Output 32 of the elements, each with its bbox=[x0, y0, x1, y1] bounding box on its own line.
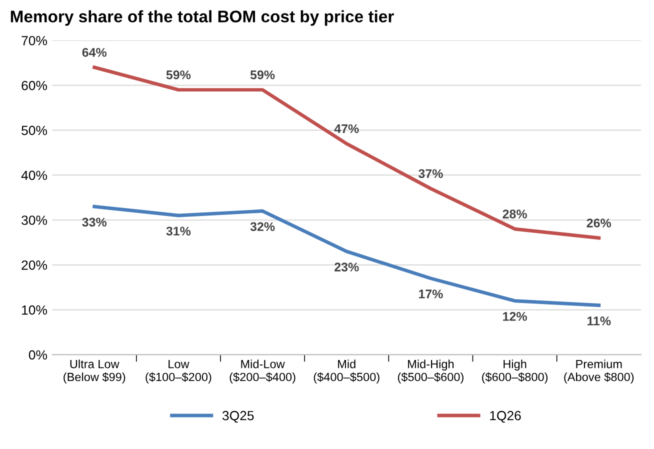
x-tick-label: Mid-High ($500–$600) bbox=[398, 360, 464, 384]
legend-label: 1Q26 bbox=[490, 410, 521, 423]
y-tick-label: 40% bbox=[21, 170, 47, 180]
data-label: 28% bbox=[502, 210, 527, 218]
x-tick-label: Mid ($400–$500) bbox=[314, 360, 380, 384]
y-tick-label: 0% bbox=[28, 350, 47, 360]
y-tick-label: 10% bbox=[22, 305, 47, 315]
data-label: 59% bbox=[250, 70, 275, 80]
x-tick-label: Ultra Low (Below $99) bbox=[64, 360, 126, 384]
y-tick-label: 50% bbox=[22, 126, 47, 136]
data-label: 23% bbox=[334, 262, 359, 272]
data-label: 32% bbox=[250, 222, 275, 232]
x-tick-label: Low ($100–$200) bbox=[146, 360, 212, 384]
data-label: 17% bbox=[418, 290, 443, 298]
x-tick-label: High ($600–$800) bbox=[482, 360, 548, 384]
data-label: 11% bbox=[588, 316, 611, 326]
data-label: 59% bbox=[166, 70, 191, 80]
y-tick-label: 30% bbox=[22, 216, 47, 225]
legend-label: 3Q25 bbox=[222, 410, 254, 423]
y-tick-label: 20% bbox=[22, 260, 47, 270]
data-label: 64% bbox=[82, 48, 107, 57]
data-label: 31% bbox=[166, 226, 191, 236]
data-label: 33% bbox=[82, 218, 107, 227]
x-tick-label: Mid-Low ($200–$400) bbox=[230, 360, 296, 384]
chart-title: Memory share of the total BOM cost by price tier bbox=[10, 10, 394, 26]
data-label: 47% bbox=[334, 124, 359, 134]
x-tick-label: Premium (Above $800) bbox=[564, 360, 634, 384]
y-tick-label: 70% bbox=[22, 36, 47, 46]
data-label: 12% bbox=[503, 312, 527, 321]
data-label: 26% bbox=[586, 218, 612, 228]
data-label: 37% bbox=[418, 169, 443, 178]
y-tick-label: 60% bbox=[22, 80, 47, 90]
